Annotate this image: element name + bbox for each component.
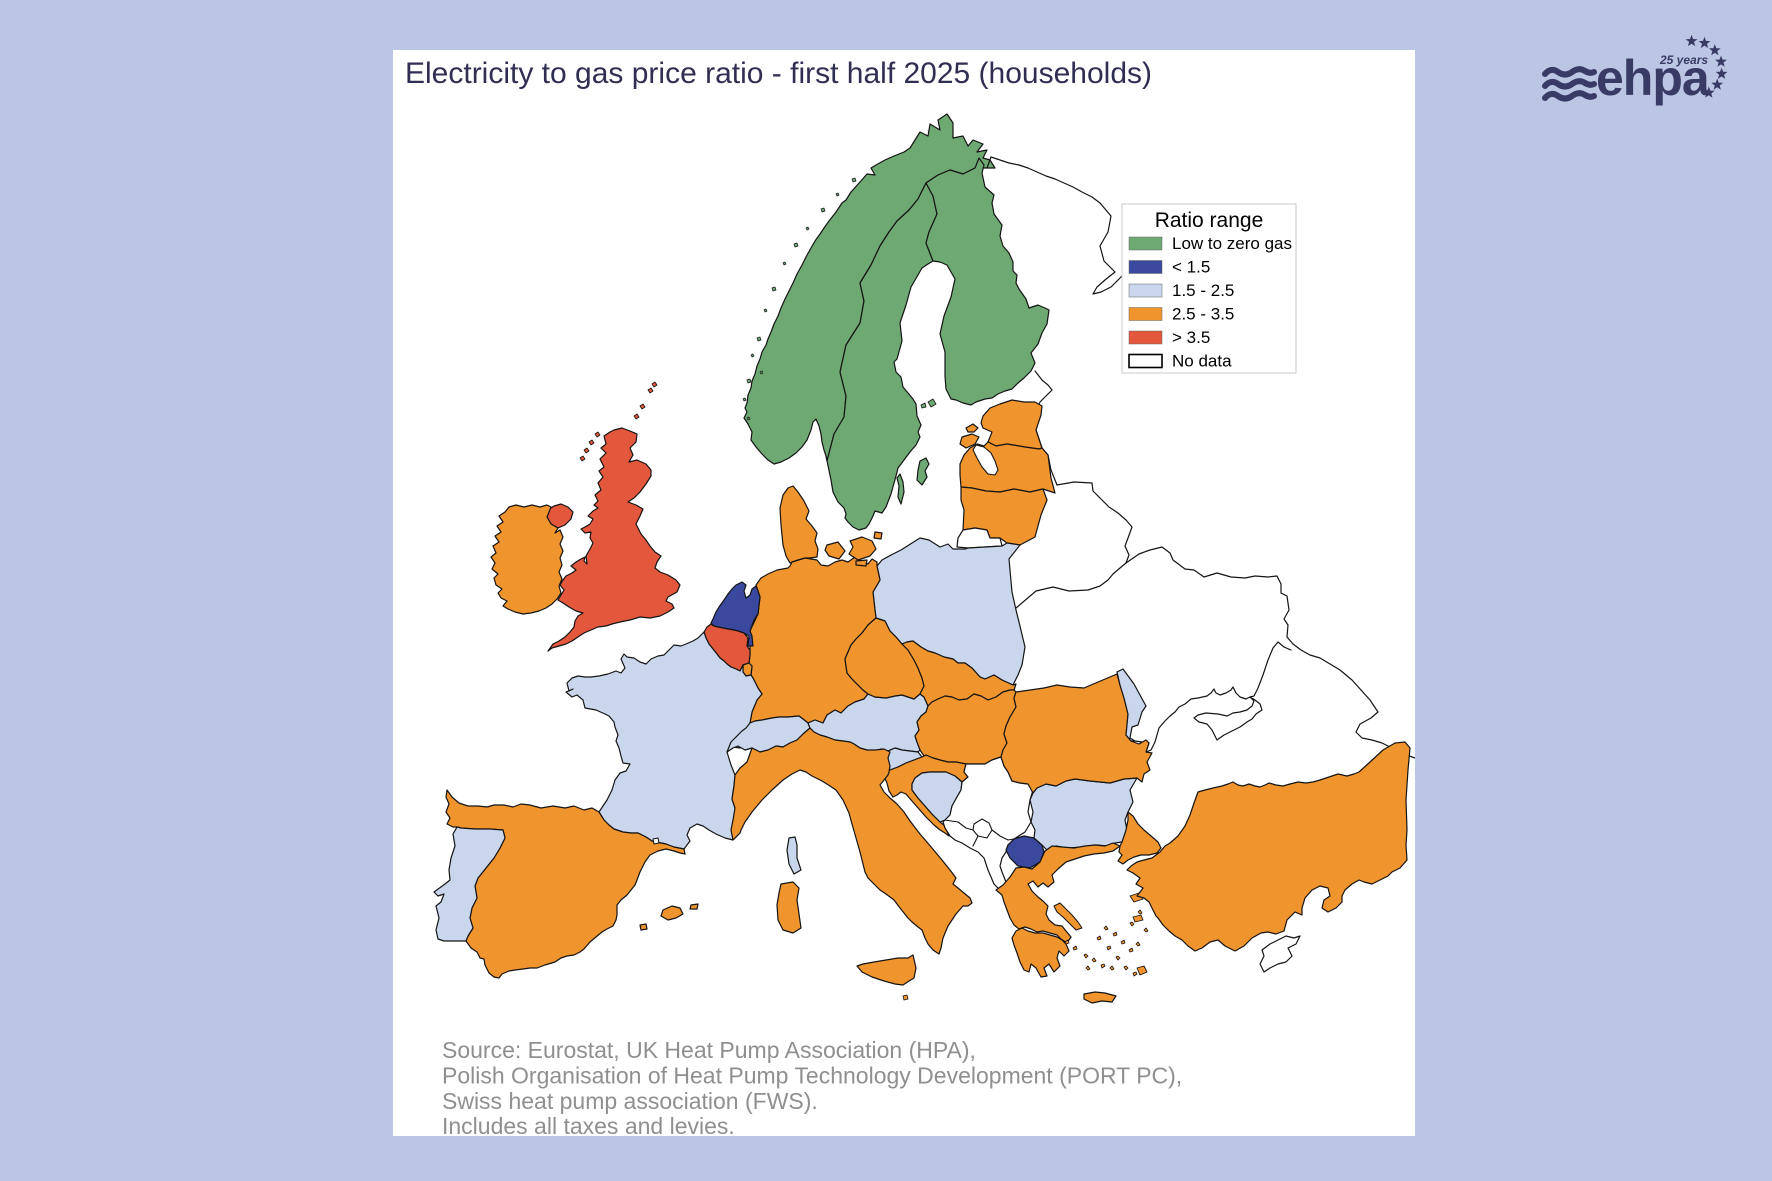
svg-text:Source: Eurostat, UK Heat Pump: Source: Eurostat, UK Heat Pump Associati… <box>442 1037 976 1063</box>
svg-text:Includes all taxes and levies.: Includes all taxes and levies. <box>442 1113 735 1139</box>
svg-text:No data: No data <box>1172 352 1232 371</box>
svg-text:2.5 - 3.5: 2.5 - 3.5 <box>1172 305 1234 324</box>
svg-text:> 3.5: > 3.5 <box>1172 328 1210 347</box>
svg-text:Swiss heat pump association (F: Swiss heat pump association (FWS). <box>442 1088 818 1114</box>
svg-text:Ratio range: Ratio range <box>1155 209 1264 232</box>
svg-text:ehpa: ehpa <box>1596 50 1711 106</box>
svg-text:1.5 - 2.5: 1.5 - 2.5 <box>1172 281 1234 300</box>
svg-text:25 years: 25 years <box>1659 53 1708 67</box>
svg-text:Low to zero gas: Low to zero gas <box>1172 234 1292 253</box>
svg-text:< 1.5: < 1.5 <box>1172 258 1210 277</box>
svg-text:Electricity to gas price ratio: Electricity to gas price ratio - first h… <box>405 57 1152 90</box>
svg-text:Polish Organisation of Heat Pu: Polish Organisation of Heat Pump Technol… <box>442 1062 1182 1088</box>
